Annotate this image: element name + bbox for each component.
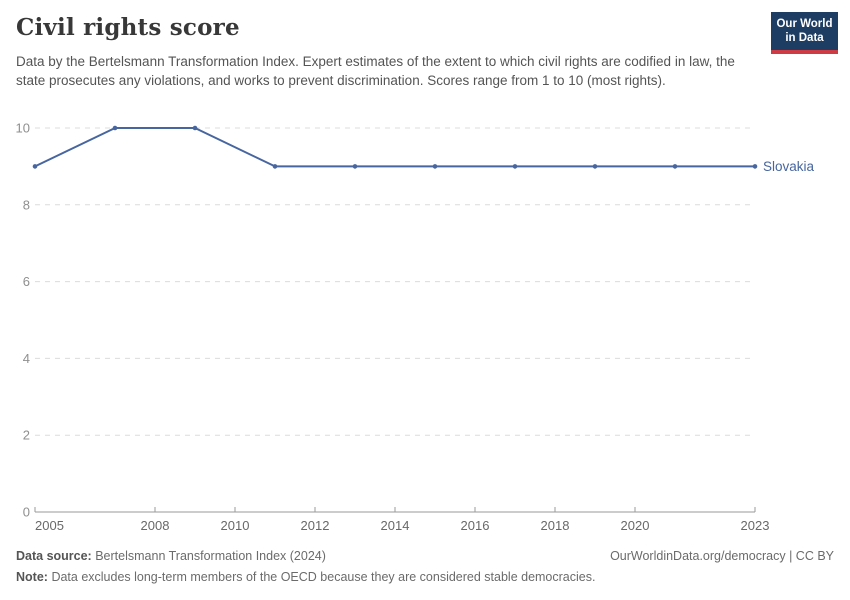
data-point[interactable]	[512, 164, 518, 169]
owid-logo-line1: Our World	[776, 18, 833, 30]
y-tick-label: 2	[23, 428, 30, 443]
y-tick-label: 8	[23, 197, 30, 212]
owid-logo: Our World in Data	[771, 12, 838, 54]
data-point[interactable]	[112, 125, 118, 131]
x-tick-label: 2012	[301, 518, 330, 533]
data-point[interactable]	[592, 164, 598, 169]
data-point[interactable]	[32, 164, 38, 169]
data-source-value: Bertelsmann Transformation Index (2024)	[95, 549, 326, 563]
owid-logo-line2: in Data	[785, 32, 824, 44]
data-source: Data source: Bertelsmann Transformation …	[16, 548, 326, 564]
x-tick-label: 2008	[141, 518, 170, 533]
data-source-label: Data source:	[16, 549, 92, 563]
chart-subtitle: Data by the Bertelsmann Transformation I…	[16, 54, 735, 89]
data-point[interactable]	[672, 164, 678, 169]
y-tick-label: 0	[23, 505, 30, 520]
data-point[interactable]	[752, 164, 758, 169]
series-line	[34, 127, 755, 168]
y-tick-label: 6	[23, 274, 30, 289]
x-tick-label: 2014	[381, 518, 410, 533]
chart-footer: Data source: Bertelsmann Transformation …	[16, 548, 834, 585]
note-label: Note:	[16, 570, 48, 584]
x-tick-label: 2010	[221, 518, 250, 533]
x-tick-label: 2016	[461, 518, 490, 533]
chart-note: Note: Data excludes long-term members of…	[16, 569, 834, 585]
y-tick-label: 4	[23, 351, 30, 366]
note-value: Data excludes long-term members of the O…	[51, 570, 596, 584]
page-title: Civil rights score	[16, 14, 240, 41]
x-tick-label: 2023	[741, 518, 770, 533]
x-tick-label: 2020	[621, 518, 650, 533]
x-tick-label: 2005	[35, 518, 64, 533]
data-point[interactable]	[352, 164, 358, 169]
data-point[interactable]	[432, 164, 438, 169]
data-point[interactable]	[192, 125, 198, 131]
x-tick-label: 2018	[541, 518, 570, 533]
y-tick-label: 10	[16, 121, 30, 136]
entity-label[interactable]: Slovakia	[763, 159, 815, 174]
data-point[interactable]	[272, 164, 278, 169]
origin-link[interactable]: OurWorldinData.org/democracy | CC BY	[610, 549, 834, 563]
